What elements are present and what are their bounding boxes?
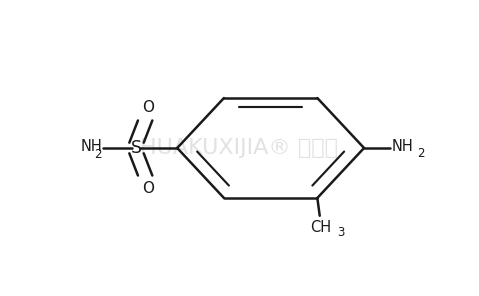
Text: 3: 3	[337, 226, 344, 239]
Text: 2: 2	[94, 148, 102, 161]
Text: 2: 2	[417, 147, 424, 160]
Text: O: O	[142, 181, 155, 197]
Text: HUAKUXIJIA® 化学加: HUAKUXIJIA® 化学加	[140, 138, 339, 158]
Text: S: S	[131, 139, 142, 157]
Text: NH: NH	[80, 139, 102, 154]
Text: NH: NH	[392, 139, 413, 154]
Text: CH: CH	[310, 220, 331, 235]
Text: O: O	[142, 99, 155, 115]
